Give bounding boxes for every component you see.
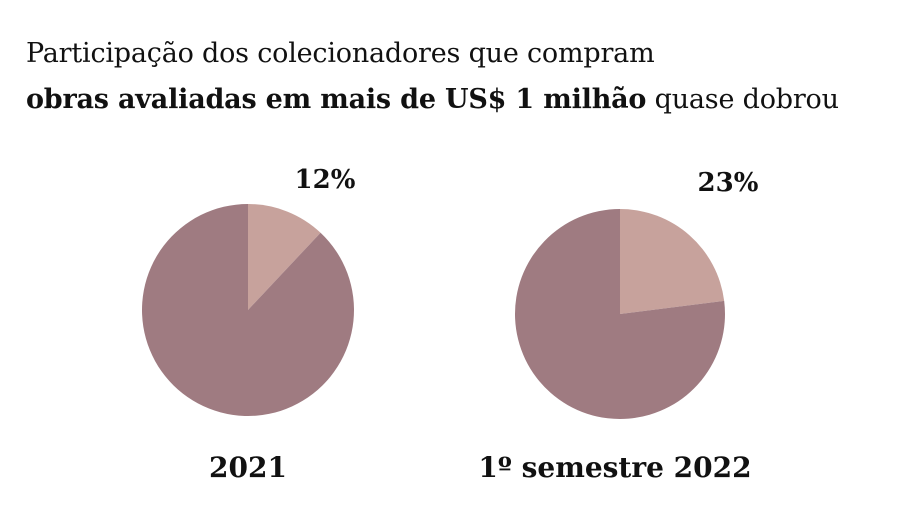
chart-title-bold-part: obras avaliadas em mais de US$ 1 milhão bbox=[26, 84, 647, 115]
pie-chart-2021: 12% 2021 bbox=[141, 165, 356, 484]
pie-2021-category-label: 2021 bbox=[209, 451, 287, 484]
pie-chart-2022: 23% 1º semestre 2022 bbox=[478, 168, 758, 484]
pie-2021-slice-highlight bbox=[248, 204, 321, 310]
pie-2022-slice-highlight bbox=[620, 209, 725, 314]
pie-2022-category-label: 1º semestre 2022 bbox=[478, 451, 751, 484]
chart-title-line-1: Participação dos colecionadores que comp… bbox=[26, 38, 655, 69]
pie-2022-percent-label: 23% bbox=[698, 168, 759, 198]
pie-2021-percent-label: 12% bbox=[295, 165, 356, 195]
pie-2022-slice-rest bbox=[514, 209, 725, 419]
chart-title-line-2: obras avaliadas em mais de US$ 1 milhão … bbox=[26, 84, 839, 115]
pie-2021-slice-rest bbox=[141, 203, 354, 416]
chart-title-regular-part: quase dobrou bbox=[646, 84, 839, 115]
